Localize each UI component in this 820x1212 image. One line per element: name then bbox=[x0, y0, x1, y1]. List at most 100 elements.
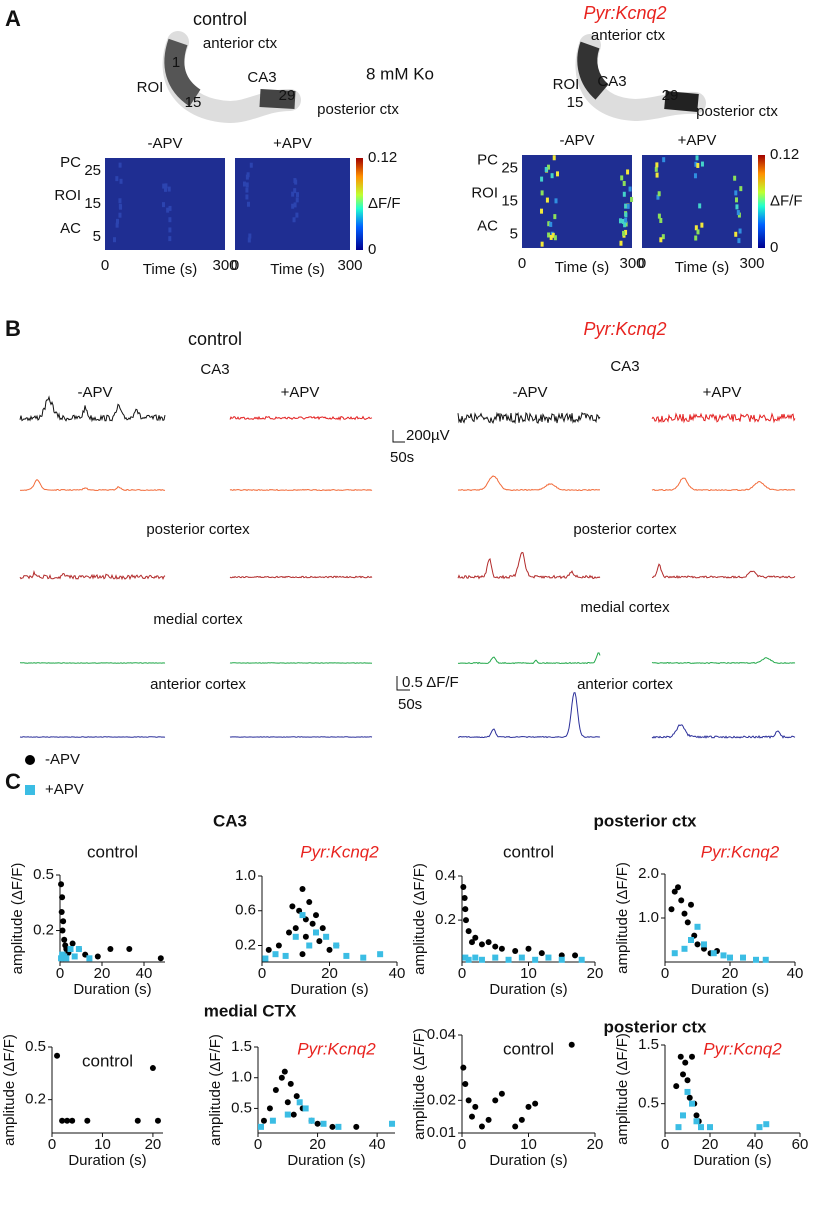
point bbox=[275, 942, 282, 949]
point bbox=[681, 910, 688, 917]
point bbox=[763, 1121, 770, 1128]
heatmap-cell bbox=[661, 234, 665, 240]
heatmap-cell bbox=[657, 213, 661, 219]
heatmap-cell bbox=[245, 182, 249, 188]
heatmap-cell bbox=[738, 228, 742, 234]
x-tick-label: 20 bbox=[722, 965, 739, 982]
heatmap-cell bbox=[248, 233, 252, 239]
heatmap-cell bbox=[549, 234, 553, 240]
y-tick-label: 15 bbox=[501, 192, 518, 209]
x-axis-label: Time (s) bbox=[555, 259, 609, 276]
point bbox=[126, 946, 133, 953]
heatmap-cell bbox=[630, 196, 634, 202]
y-region-label: AC bbox=[477, 218, 498, 235]
y-axis-label: amplitude (ΔF/F) bbox=[411, 863, 428, 975]
condition-label: +APV bbox=[703, 384, 742, 401]
y-tick-label: 15 bbox=[84, 195, 101, 212]
heatmap-cell bbox=[246, 172, 250, 178]
plot-title: Pyr:Kcnq2 bbox=[701, 842, 780, 861]
heatmap-cell bbox=[540, 190, 544, 196]
x-tick-label: 20 bbox=[321, 965, 338, 982]
y-region-label: AC bbox=[60, 220, 81, 237]
point bbox=[538, 950, 545, 957]
point bbox=[680, 1112, 686, 1119]
scale-label: 50s bbox=[390, 449, 414, 466]
point bbox=[678, 897, 685, 904]
brain-label: 29 bbox=[279, 87, 296, 104]
x-tick-label: 0 bbox=[258, 965, 266, 982]
point bbox=[682, 1059, 689, 1066]
heatmap-cell bbox=[736, 210, 740, 216]
point bbox=[684, 1077, 691, 1084]
point bbox=[478, 941, 485, 948]
point bbox=[688, 937, 694, 943]
heatmap-cell bbox=[739, 186, 743, 192]
x-axis-label: Duration (s) bbox=[68, 1152, 146, 1169]
colorbar bbox=[758, 155, 765, 248]
point bbox=[58, 955, 65, 962]
heatmap-cell bbox=[547, 221, 551, 227]
y-tick-label: 0.2 bbox=[435, 911, 456, 928]
trace bbox=[229, 488, 373, 492]
y-axis-label: amplitude (ΔF/F) bbox=[1, 1034, 18, 1146]
heatmap-cell bbox=[553, 214, 557, 220]
point bbox=[293, 1093, 300, 1100]
brain-label: CA3 bbox=[247, 69, 276, 86]
y-tick-label: 1.0 bbox=[638, 909, 659, 926]
region-label: anterior cortex bbox=[577, 676, 673, 693]
scale-bar bbox=[396, 676, 410, 691]
heatmap-cell bbox=[693, 173, 697, 179]
point bbox=[360, 954, 367, 961]
point bbox=[461, 895, 468, 902]
colorbar-tick: 0 bbox=[770, 239, 778, 256]
x-tick-label: 20 bbox=[145, 1136, 162, 1153]
point bbox=[265, 946, 272, 953]
heatmap-title: -APV bbox=[147, 135, 182, 152]
point bbox=[462, 1081, 469, 1087]
x-tick-label: 0 bbox=[254, 1136, 262, 1153]
x-tick-label: 40 bbox=[747, 1136, 764, 1153]
point bbox=[284, 1099, 291, 1106]
point bbox=[149, 1065, 156, 1072]
heatmap-cell bbox=[118, 212, 122, 218]
group-heading: CA3 bbox=[213, 811, 247, 830]
trace bbox=[651, 477, 796, 492]
point bbox=[69, 940, 76, 947]
scatter-plot bbox=[458, 875, 596, 966]
point bbox=[753, 956, 759, 963]
heatmap-cell bbox=[296, 192, 300, 198]
point bbox=[671, 888, 678, 895]
point bbox=[710, 950, 717, 957]
plot-title: control bbox=[82, 1051, 133, 1070]
heatmap-cell bbox=[115, 222, 119, 228]
x-tick-label: 0 bbox=[518, 255, 526, 272]
heatmap-cell bbox=[620, 175, 624, 181]
point bbox=[292, 925, 299, 932]
point bbox=[94, 953, 101, 960]
trace bbox=[19, 569, 166, 581]
point bbox=[292, 933, 299, 940]
heatmap-title: +APV bbox=[678, 132, 717, 149]
point bbox=[302, 933, 309, 940]
x-tick-label: 20 bbox=[587, 1136, 604, 1153]
group-title: Pyr:Kcnq2 bbox=[583, 3, 666, 23]
scale-label: 200µV bbox=[406, 427, 450, 444]
heatmap-cell bbox=[547, 164, 551, 170]
heatmap-cell bbox=[168, 236, 172, 242]
scatter-plot bbox=[48, 1046, 163, 1137]
heatmap-cell bbox=[168, 227, 172, 233]
trace bbox=[457, 551, 601, 580]
heatmap-cell bbox=[554, 198, 558, 204]
point bbox=[492, 1097, 499, 1104]
heatmap bbox=[522, 155, 632, 248]
point bbox=[485, 939, 492, 946]
y-axis-label: amplitude (ΔF/F) bbox=[614, 1033, 631, 1145]
condition-label: +APV bbox=[281, 384, 320, 401]
x-axis-label: Duration (s) bbox=[691, 981, 769, 998]
heatmap-cell bbox=[737, 238, 741, 244]
region-label: medial cortex bbox=[153, 611, 243, 628]
trace bbox=[652, 563, 796, 579]
group-heading: posterior ctx bbox=[604, 1017, 708, 1036]
